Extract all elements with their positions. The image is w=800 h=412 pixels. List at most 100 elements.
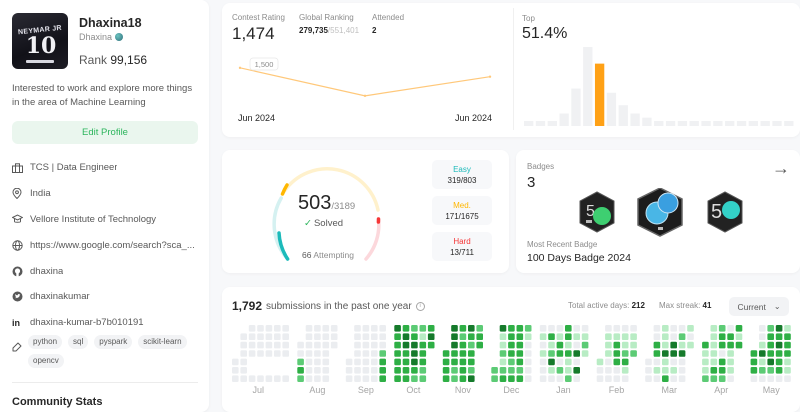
heatmap-cell[interactable] bbox=[662, 325, 669, 332]
info-row-github[interactable]: dhaxina bbox=[12, 258, 202, 284]
heatmap-cell[interactable] bbox=[596, 375, 604, 382]
heatmap-cell[interactable] bbox=[468, 333, 475, 340]
heatmap-cell[interactable] bbox=[379, 341, 386, 349]
heatmap-cell[interactable] bbox=[645, 358, 652, 366]
heatmap-cell[interactable] bbox=[767, 341, 774, 349]
heatmap-cell[interactable] bbox=[670, 325, 677, 332]
heatmap-cell[interactable] bbox=[402, 375, 410, 382]
heatmap-cell[interactable] bbox=[775, 367, 783, 374]
heatmap-cell[interactable] bbox=[232, 375, 239, 382]
heatmap-cell[interactable] bbox=[775, 333, 783, 340]
heatmap-cell[interactable] bbox=[314, 325, 321, 332]
heatmap-cell[interactable] bbox=[394, 375, 401, 382]
heatmap-cell[interactable] bbox=[767, 367, 774, 374]
heatmap-cell[interactable] bbox=[613, 333, 621, 340]
heatmap-cell[interactable] bbox=[468, 358, 475, 366]
heatmap-cell[interactable] bbox=[411, 350, 418, 357]
heatmap-cell[interactable] bbox=[548, 350, 555, 357]
heatmap-cell[interactable] bbox=[330, 341, 338, 349]
heatmap-cell[interactable] bbox=[379, 333, 386, 340]
skill-tag[interactable]: scikit-learn bbox=[138, 335, 187, 349]
heatmap-cell[interactable] bbox=[499, 341, 507, 349]
heatmap-cell[interactable] bbox=[442, 358, 450, 366]
heatmap-cell[interactable] bbox=[687, 325, 694, 332]
heatmap-cell[interactable] bbox=[565, 350, 572, 357]
heatmap-cell[interactable] bbox=[702, 367, 709, 374]
heatmap-cell[interactable] bbox=[371, 325, 378, 332]
heatmap-cell[interactable] bbox=[419, 358, 427, 366]
heatmap-cell[interactable] bbox=[556, 333, 564, 340]
heatmap-cell[interactable] bbox=[379, 358, 386, 366]
heatmap-cell[interactable] bbox=[491, 375, 498, 382]
heatmap-cell[interactable] bbox=[459, 325, 467, 332]
heatmap-cell[interactable] bbox=[539, 375, 547, 382]
heatmap-cell[interactable] bbox=[710, 350, 718, 357]
heatmap-cell[interactable] bbox=[556, 350, 564, 357]
heatmap-cell[interactable] bbox=[653, 367, 661, 374]
heatmap-cell[interactable] bbox=[427, 325, 435, 332]
heatmap-cell[interactable] bbox=[653, 341, 661, 349]
heatmap-cell[interactable] bbox=[265, 341, 273, 349]
heatmap-cell[interactable] bbox=[565, 333, 572, 340]
edit-profile-button[interactable]: Edit Profile bbox=[12, 121, 198, 144]
heatmap-cell[interactable] bbox=[524, 333, 532, 340]
heatmap-cell[interactable] bbox=[419, 341, 427, 349]
heatmap-cell[interactable] bbox=[345, 358, 353, 366]
heatmap-cell[interactable] bbox=[257, 325, 264, 332]
heatmap-cell[interactable] bbox=[379, 350, 386, 357]
heatmap-cell[interactable] bbox=[282, 341, 289, 349]
heatmap-cell[interactable] bbox=[581, 333, 589, 340]
heatmap-cell[interactable] bbox=[662, 358, 669, 366]
heatmap-cell[interactable] bbox=[548, 325, 555, 332]
difficulty-easy[interactable]: Easy 319/803 bbox=[432, 160, 492, 189]
heatmap-cell[interactable] bbox=[354, 325, 361, 332]
heatmap-cell[interactable] bbox=[678, 325, 686, 332]
heatmap-cell[interactable] bbox=[394, 325, 401, 332]
heatmap-cell[interactable] bbox=[687, 341, 694, 349]
heatmap-cell[interactable] bbox=[565, 367, 572, 374]
heatmap-cell[interactable] bbox=[240, 367, 247, 374]
heatmap-cell[interactable] bbox=[653, 333, 661, 340]
heatmap-cell[interactable] bbox=[468, 375, 475, 382]
heatmap-cell[interactable] bbox=[718, 358, 726, 366]
avatar[interactable]: NEYMAR JR 10 bbox=[12, 13, 68, 69]
heatmap-cell[interactable] bbox=[476, 325, 483, 332]
info-github-link[interactable]: dhaxina bbox=[30, 265, 64, 277]
heatmap-cell[interactable] bbox=[727, 341, 734, 349]
heatmap-cell[interactable] bbox=[548, 367, 555, 374]
heatmap-cell[interactable] bbox=[411, 367, 418, 374]
heatmap-cell[interactable] bbox=[468, 367, 475, 374]
heatmap-cell[interactable] bbox=[282, 325, 289, 332]
heatmap-cell[interactable] bbox=[605, 350, 612, 357]
heatmap-cell[interactable] bbox=[314, 350, 321, 357]
heatmap-cell[interactable] bbox=[784, 325, 791, 332]
heatmap-cell[interactable] bbox=[330, 325, 338, 332]
heatmap-cell[interactable] bbox=[524, 325, 532, 332]
heatmap-cell[interactable] bbox=[539, 350, 547, 357]
heatmap-cell[interactable] bbox=[750, 358, 758, 366]
heatmap-cell[interactable] bbox=[442, 367, 450, 374]
heatmap-cell[interactable] bbox=[548, 341, 555, 349]
heatmap-cell[interactable] bbox=[240, 350, 247, 357]
info-row-twitter[interactable]: dhaxinakumar bbox=[12, 284, 202, 310]
heatmap-cell[interactable] bbox=[516, 341, 524, 349]
heatmap-cell[interactable] bbox=[402, 325, 410, 332]
heatmap-cell[interactable] bbox=[451, 341, 458, 349]
heatmap-cell[interactable] bbox=[621, 367, 629, 374]
heatmap-cell[interactable] bbox=[362, 367, 370, 374]
heatmap-cell[interactable] bbox=[282, 333, 289, 340]
heatmap-cell[interactable] bbox=[573, 341, 580, 349]
heatmap-cell[interactable] bbox=[573, 358, 580, 366]
heatmap-cell[interactable] bbox=[459, 375, 467, 382]
heatmap-cell[interactable] bbox=[240, 375, 247, 382]
heatmap-cell[interactable] bbox=[499, 325, 507, 332]
heatmap-cell[interactable] bbox=[727, 350, 734, 357]
heatmap-cell[interactable] bbox=[718, 325, 726, 332]
heatmap-cell[interactable] bbox=[402, 358, 410, 366]
heatmap-cell[interactable] bbox=[702, 375, 709, 382]
heatmap-cell[interactable] bbox=[508, 333, 515, 340]
heatmap-cell[interactable] bbox=[516, 358, 524, 366]
heatmap-cell[interactable] bbox=[362, 350, 370, 357]
heatmap-cell[interactable] bbox=[248, 333, 256, 340]
heatmap-cell[interactable] bbox=[630, 325, 637, 332]
